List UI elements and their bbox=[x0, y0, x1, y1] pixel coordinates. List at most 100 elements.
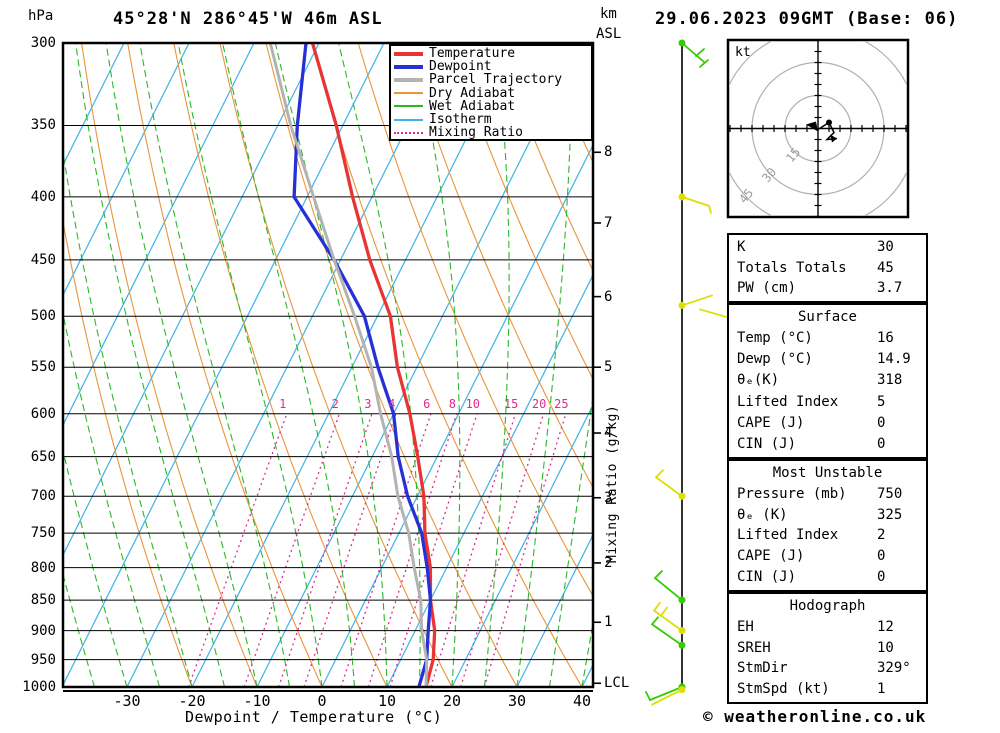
legend-item: Temperature bbox=[394, 47, 591, 60]
temp-tick-label: -20 bbox=[178, 692, 206, 710]
table-row-label: CAPE (J) bbox=[737, 414, 805, 431]
km-axis-unit: km bbox=[600, 6, 617, 22]
pressure-tick-label: 500 bbox=[30, 308, 56, 325]
hodograph-trace bbox=[817, 121, 838, 141]
table-row-value: 750 bbox=[877, 485, 903, 502]
isotherm-line bbox=[256, 43, 580, 687]
wind-barb-dot bbox=[678, 641, 686, 649]
pressure-tick-label: 700 bbox=[30, 488, 56, 505]
isotherm-line bbox=[516, 533, 593, 687]
mixing-ratio-value-label: 20 bbox=[531, 397, 547, 411]
wind-barb-dot bbox=[678, 627, 686, 635]
dry-adiabat-line bbox=[81, 43, 258, 687]
table-row-value: 325 bbox=[877, 506, 903, 523]
table-row-value: 0 bbox=[877, 435, 886, 452]
table-row-label: SREH bbox=[737, 639, 771, 656]
table-row: SREH 10 bbox=[729, 638, 926, 659]
dry-adiabat-line bbox=[449, 43, 593, 381]
wind-barb-dot bbox=[678, 193, 686, 201]
skewt-frame bbox=[61, 41, 601, 692]
table-title: Hodograph bbox=[789, 598, 866, 614]
station-title: 45°28'N 286°45'W 46m ASL bbox=[113, 9, 383, 29]
stats-table: Surface Temp (°C) 16 Dewp (°C) 14.9 θₑ(K) 318 L… bbox=[727, 303, 928, 459]
table-row: PW (cm) 3.7 bbox=[729, 278, 926, 299]
legend-item: Wet Adiabat bbox=[394, 100, 591, 113]
legend-line-sample bbox=[394, 51, 423, 56]
table-row: Lifted Index 5 bbox=[729, 392, 926, 413]
mixing-ratio-line bbox=[460, 413, 545, 687]
isotherm-line bbox=[63, 43, 190, 297]
pressure-tick-label: 750 bbox=[30, 525, 56, 542]
table-row-value: 30 bbox=[877, 239, 894, 255]
wind-barb-flag bbox=[681, 294, 713, 307]
isotherm-line bbox=[126, 43, 450, 687]
km-tick-label: 2 bbox=[604, 554, 613, 571]
dry-adiabat-line bbox=[63, 219, 193, 687]
wet-adiabat-line bbox=[63, 311, 161, 687]
hodograph-plot bbox=[726, 38, 910, 219]
mixing-ratio-line bbox=[430, 413, 517, 687]
table-row-label: Dewp (°C) bbox=[737, 351, 813, 368]
table-row: StmSpd (kt) 1 bbox=[729, 679, 926, 700]
wet-adiabat-line bbox=[412, 43, 461, 687]
legend-item-label: Isotherm bbox=[429, 112, 492, 128]
table-row-value: 0 bbox=[877, 414, 886, 431]
wind-barb-flag bbox=[654, 577, 683, 601]
asl-axis-unit: ASL bbox=[596, 26, 622, 42]
table-title: Most Unstable bbox=[772, 465, 883, 481]
table-row: θₑ(K) 318 bbox=[729, 370, 926, 391]
table-row-label: PW (cm) bbox=[737, 280, 797, 297]
wind-barb-flag bbox=[681, 42, 705, 63]
pressure-tick-label: 950 bbox=[30, 651, 56, 668]
wind-barb-flag bbox=[699, 59, 709, 68]
watermark: © weatheronline.co.uk bbox=[703, 707, 927, 726]
isotherm-line bbox=[63, 43, 320, 557]
table-row-value: 329° bbox=[877, 660, 911, 677]
mixing-ratio-value-label: 25 bbox=[554, 397, 569, 411]
wind-barb-flag bbox=[654, 570, 663, 579]
table-row: EH 12 bbox=[729, 617, 926, 638]
wind-barb-flag bbox=[649, 686, 683, 701]
isotherm-line bbox=[191, 43, 515, 687]
table-row-value: 1 bbox=[877, 681, 886, 698]
legend-line-sample bbox=[394, 77, 423, 82]
dewpoint-curve bbox=[292, 43, 433, 687]
legend-line-sample bbox=[394, 118, 423, 121]
wind-barb-column bbox=[645, 39, 729, 706]
skewt-profile-curves bbox=[268, 43, 437, 687]
table-row-label: θₑ(K) bbox=[737, 372, 780, 389]
stats-table: Most Unstable Pressure (mb) 750 θₑ (K) 325 Li… bbox=[727, 459, 928, 592]
wind-barb-flag bbox=[645, 691, 651, 701]
hodograph-unit-label: kt bbox=[735, 45, 751, 60]
table-row-value: 318 bbox=[877, 372, 903, 389]
table-row: CIN (J) 0 bbox=[729, 434, 926, 455]
table-row-value: 12 bbox=[877, 618, 894, 635]
wet-adiabat-line bbox=[581, 619, 593, 687]
table-row-value: 14.9 bbox=[877, 351, 911, 368]
table-row: θₑ (K) 325 bbox=[729, 505, 926, 526]
table-row-value: 10 bbox=[877, 639, 894, 656]
isotherm-line bbox=[451, 403, 593, 687]
wind-barb-dot bbox=[678, 301, 686, 309]
pressure-tick-label: 400 bbox=[30, 188, 56, 205]
wet-adiabat-line bbox=[177, 43, 323, 687]
wind-barb-flag bbox=[653, 601, 661, 612]
pressure-tick-label: 300 bbox=[30, 35, 56, 51]
wind-barb-dot bbox=[678, 39, 686, 47]
mixing-ratio-value-label: 8 bbox=[448, 397, 456, 411]
stats-table: K 30 Totals Totals 45 PW (cm) 3.7 bbox=[727, 233, 928, 303]
wet-adiabat-line bbox=[63, 149, 193, 687]
mixing-ratio-line bbox=[367, 413, 458, 687]
legend-item: Mixing Ratio bbox=[394, 126, 591, 139]
km-tick-label: 6 bbox=[604, 288, 613, 305]
pressure-tick-label: 900 bbox=[30, 622, 56, 639]
pressure-tick-label: 1000 bbox=[22, 679, 56, 695]
legend-line-sample bbox=[394, 92, 423, 95]
wet-adiabat-line bbox=[105, 43, 258, 687]
legend: Temperature Dewpoint Parcel Trajectory Dry … bbox=[389, 44, 593, 141]
wind-barb-flag bbox=[655, 476, 683, 498]
mixing-ratio-value-label: 10 bbox=[465, 397, 481, 411]
isotherm-line bbox=[386, 273, 593, 687]
isotherm-line bbox=[321, 143, 593, 687]
